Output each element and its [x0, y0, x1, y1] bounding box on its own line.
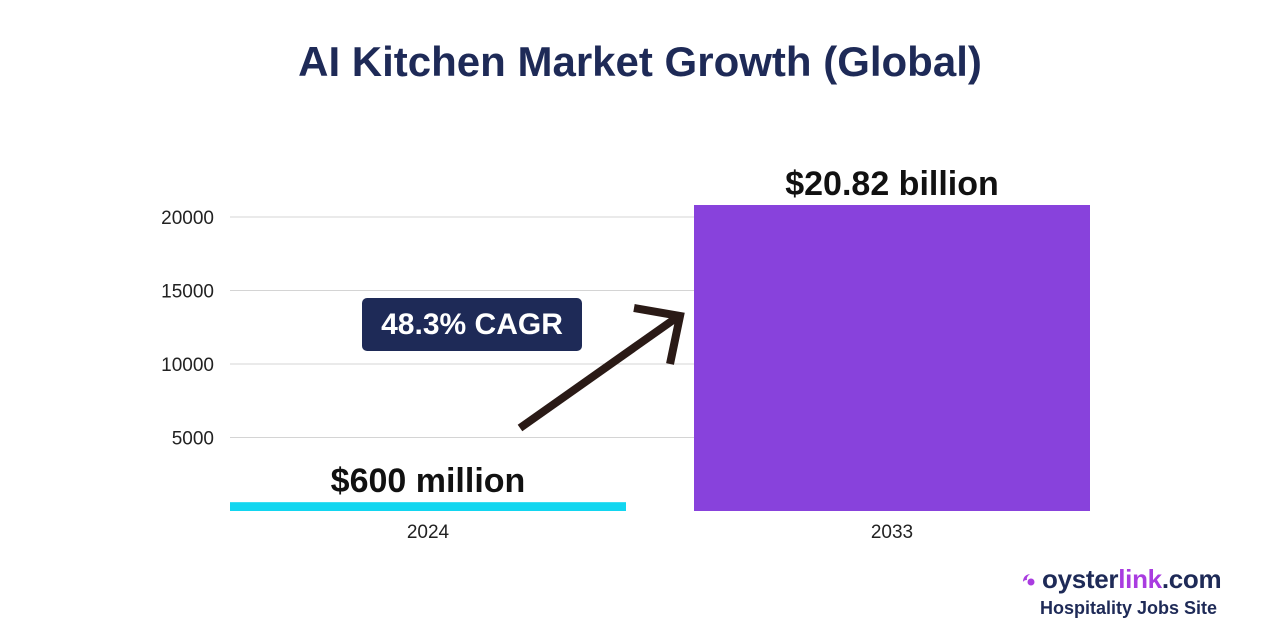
bar-2024 [230, 502, 626, 511]
x-tick-label: 2024 [407, 522, 450, 543]
x-tick-label: 2033 [871, 522, 913, 543]
brand-tagline: Hospitality Jobs Site [1040, 598, 1218, 618]
y-tick-label: 20000 [161, 208, 214, 229]
y-tick-label: 5000 [172, 429, 214, 450]
data-labels: $600 million $20.82 billion [331, 165, 999, 500]
y-tick-label: 15000 [161, 282, 214, 303]
chart-title: AI Kitchen Market Growth (Global) [298, 38, 982, 85]
brand-name: oysterlink.com [1042, 563, 1222, 594]
data-label: $20.82 billion [785, 165, 999, 203]
bars [230, 205, 1090, 511]
brand-logo[interactable]: oysterlink.com Hospitality Jobs Site [1020, 562, 1260, 619]
bar-2033 [694, 205, 1090, 511]
data-label: $600 million [331, 462, 526, 500]
cagr-badge: 48.3% CAGR [362, 298, 582, 351]
oyster-swirl-icon [1023, 574, 1035, 586]
growth-arrow [517, 304, 685, 432]
y-axis-ticks: 5000 10000 15000 20000 [161, 208, 214, 449]
x-axis-labels: 2024 2033 [407, 522, 913, 543]
y-tick-label: 10000 [161, 355, 214, 376]
